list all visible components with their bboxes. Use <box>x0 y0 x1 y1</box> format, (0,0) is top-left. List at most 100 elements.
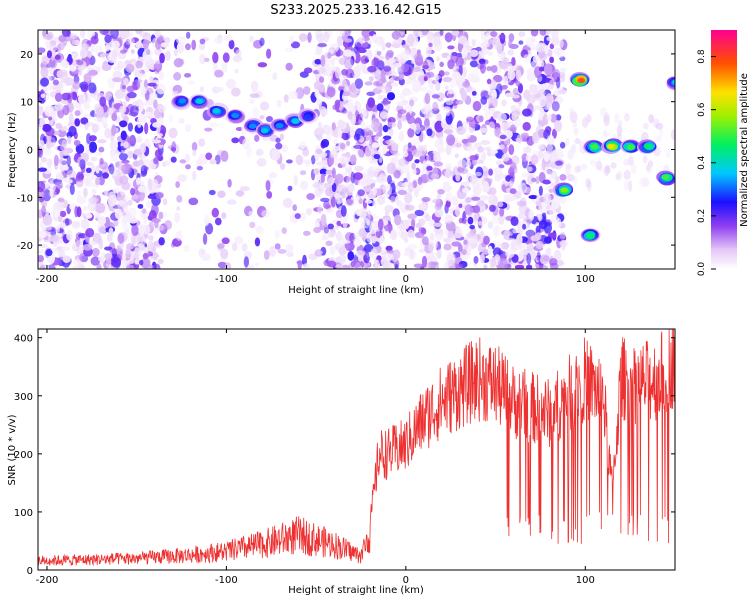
figure-title: S233.2025.233.16.42.G15 <box>270 3 441 18</box>
heatmap-noise-cell <box>518 40 524 45</box>
heatmap-noise-cell <box>46 158 53 168</box>
heatmap-noise-cell <box>151 217 161 224</box>
heatmap-noise-cell <box>385 86 390 94</box>
heatmap-noise-cell <box>465 160 472 168</box>
heatmap-noise-cell <box>471 38 477 47</box>
heatmap-noise-cell <box>48 82 54 91</box>
heatmap-noise-cell <box>393 169 401 179</box>
heatmap-noise-cell <box>231 137 240 144</box>
heatmap-noise-cell <box>38 255 45 263</box>
heatmap-noise-cell <box>176 206 181 211</box>
heatmap-noise-cell <box>445 200 451 208</box>
heatmap-noise-cell <box>542 179 552 185</box>
heatmap-noise-cell <box>293 174 298 186</box>
heatmap-noise-cell <box>326 209 336 214</box>
heatmap-noise-cell <box>538 66 545 72</box>
heatmap-noise-cell <box>111 124 117 136</box>
heatmap-noise-cell <box>192 170 197 181</box>
heatmap-noise-cell <box>91 175 98 181</box>
heatmap-noise-cell <box>344 84 349 94</box>
heatmap-noise-cell <box>500 241 510 250</box>
heatmap-noise-cell <box>90 44 95 53</box>
heatmap-noise-cell <box>220 248 229 260</box>
heatmap-noise-cell <box>487 194 494 202</box>
heatmap-noise-cell <box>425 46 432 57</box>
heatmap-noise-cell <box>488 95 493 107</box>
heatmap-noise-cell <box>72 81 81 90</box>
heatmap-noise-cell <box>187 79 195 85</box>
heatmap-noise-cell <box>64 179 73 184</box>
heatmap-noise-cell <box>38 180 46 193</box>
heatmap-noise-cell <box>120 130 127 141</box>
heatmap-noise-cell <box>214 37 223 45</box>
heatmap-noise-cell <box>259 115 265 120</box>
heatmap-noise-cell <box>451 30 460 36</box>
heatmap-noise-cell <box>446 254 456 267</box>
heatmap-noise-cell <box>82 205 88 211</box>
heatmap-noise-cell <box>471 178 479 189</box>
heatmap-noise-cell <box>204 127 213 132</box>
heatmap-noise-cell <box>315 127 325 136</box>
heatmap-noise-cell <box>559 74 566 83</box>
heatmap-noise-cell <box>623 179 629 191</box>
heatmap-noise-cell <box>271 148 281 161</box>
heatmap-noise-cell <box>40 77 50 87</box>
heatmap-noise-cell <box>69 183 75 196</box>
heatmap-noise-cell <box>353 144 363 149</box>
heatmap-noise-cell <box>457 166 465 173</box>
heatmap-noise-cell <box>346 140 351 147</box>
heatmap-noise-cell <box>512 228 518 234</box>
heatmap-noise-cell <box>88 82 97 94</box>
heatmap-noise-cell <box>418 203 427 211</box>
heatmap-noise-cell <box>514 244 523 250</box>
heatmap-noise-cell <box>40 93 46 99</box>
heatmap-noise-cell <box>324 204 332 209</box>
heatmap-noise-cell <box>535 232 542 241</box>
heatmap-noise-cell <box>277 248 287 254</box>
heatmap-noise-cell <box>445 99 454 106</box>
heatmap-noise-cell <box>551 101 560 112</box>
heatmap-noise-cell <box>330 56 335 67</box>
heatmap-x-tick-label: -200 <box>36 274 59 285</box>
heatmap-noise-cell <box>444 32 453 43</box>
heatmap-noise-cell <box>66 155 71 167</box>
heatmap-noise-cell <box>518 250 527 256</box>
heatmap-noise-cell <box>128 218 138 224</box>
heatmap-noise-cell <box>525 264 533 269</box>
heatmap-noise-cell <box>438 135 444 145</box>
heatmap-noise-cell <box>144 122 149 135</box>
heatmap-noise-cell <box>391 30 402 40</box>
heatmap-noise-cell <box>526 252 532 265</box>
heatmap-noise-cell <box>163 211 168 218</box>
heatmap-noise-cell <box>104 44 111 52</box>
heatmap-noise-cell <box>108 107 113 116</box>
heatmap-noise-cell <box>522 223 527 230</box>
heatmap-noise-cell <box>371 214 379 219</box>
heatmap-noise-cell <box>43 225 52 231</box>
heatmap-noise-cell <box>71 220 81 230</box>
heatmap-noise-cell <box>480 30 486 36</box>
heatmap-noise-cell <box>461 47 468 58</box>
heatmap-noise-cell <box>126 264 135 269</box>
heatmap-noise-cell <box>379 235 384 244</box>
heatmap-noise-cell <box>549 56 555 64</box>
heatmap-noise-cell <box>104 34 112 44</box>
heatmap-noise-cell <box>289 35 294 44</box>
heatmap-noise-cell <box>377 94 383 100</box>
heatmap-noise-cell <box>480 96 488 105</box>
heatmap-noise-cell <box>364 199 373 204</box>
heatmap-noise-cell <box>543 152 550 162</box>
heatmap-noise-cell <box>241 243 248 252</box>
heatmap-noise-cell <box>344 38 353 43</box>
heatmap-noise-cell <box>390 82 399 87</box>
heatmap-noise-cell <box>147 194 156 199</box>
heatmap-noise-cell <box>391 142 399 152</box>
heatmap-noise-cell <box>395 54 404 62</box>
heatmap-noise-cell <box>143 247 149 254</box>
heatmap-noise-cell <box>142 32 152 41</box>
heatmap-noise-cell <box>371 117 381 128</box>
heatmap-noise-cell <box>338 254 347 264</box>
heatmap-noise-cell <box>268 172 277 179</box>
heatmap-noise-cell <box>223 34 233 42</box>
heatmap-noise-cell <box>433 222 443 227</box>
